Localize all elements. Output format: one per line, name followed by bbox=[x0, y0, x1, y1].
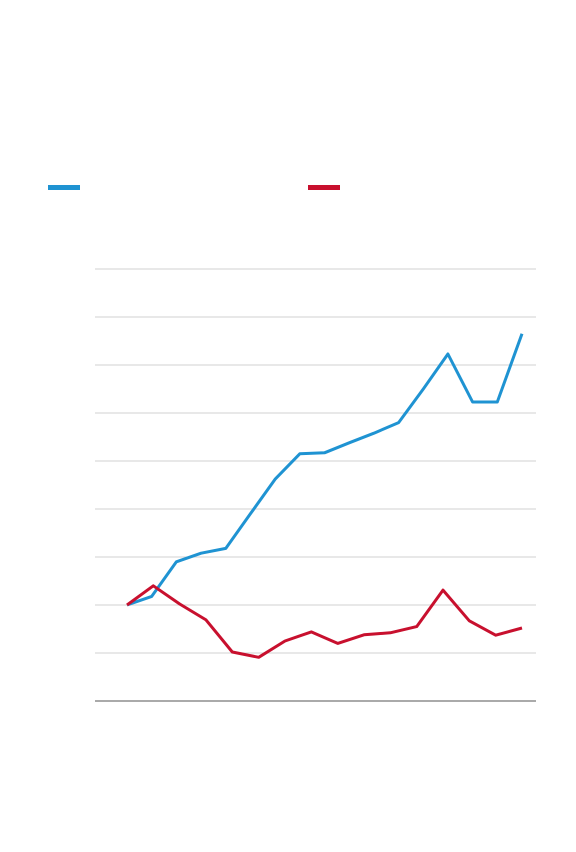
series-lines bbox=[126, 333, 524, 659]
gridlines bbox=[95, 268, 536, 702]
legend-swatch-series-2 bbox=[308, 185, 340, 190]
series-line-1 bbox=[126, 333, 524, 607]
legend-item-series-2 bbox=[308, 185, 348, 190]
series-line-2 bbox=[126, 584, 523, 659]
legend-swatch-series-1 bbox=[48, 185, 80, 190]
legend bbox=[48, 185, 548, 197]
legend-item-series-1 bbox=[48, 185, 88, 190]
